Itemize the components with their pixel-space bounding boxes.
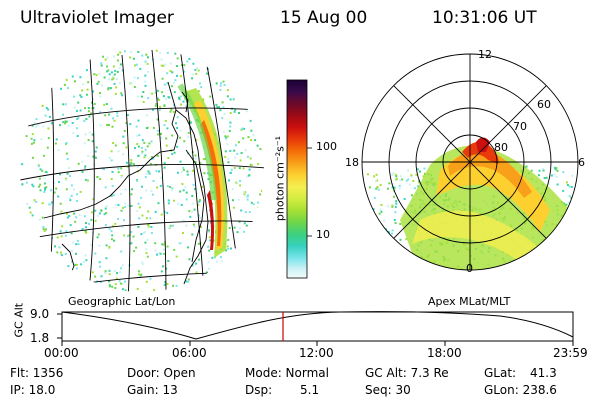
- mode-value: Mode: Normal: [245, 366, 329, 380]
- altitude-plot: [57, 311, 574, 346]
- ip-value: IP: 18.0: [10, 383, 56, 397]
- xtick-1200: 12:00: [299, 346, 334, 360]
- glat-label: GLat:: [484, 366, 517, 380]
- flight-number: Flt: 1356: [10, 366, 64, 380]
- door-status: Door: Open: [127, 366, 196, 380]
- instrument-title: Ultraviolet Imager: [20, 8, 174, 28]
- colorbar-unit-label: photon cm⁻²s⁻¹: [273, 135, 287, 222]
- glat-value: 41.3: [530, 366, 557, 380]
- date-label: 15 Aug 00: [280, 8, 368, 28]
- colorbar: [286, 79, 308, 279]
- gain-value: Gain: 13: [127, 383, 178, 397]
- lat-label-80: 80: [494, 141, 508, 154]
- sequence-number: Seq: 30: [365, 383, 411, 397]
- mlt-label-12: 12: [478, 48, 492, 61]
- dsp-value: 5.1: [300, 383, 320, 397]
- xtick-0600: 06:00: [172, 346, 207, 360]
- xtick-0000: 00:00: [44, 346, 79, 360]
- xtick-1800: 18:00: [427, 346, 462, 360]
- altitude-ylabel: GC Alt: [12, 302, 26, 338]
- mlt-label-6: 6: [578, 156, 585, 169]
- mlt-label-18: 18: [345, 156, 359, 169]
- geographic-image: [20, 48, 264, 292]
- lat-label-60: 60: [537, 98, 551, 111]
- altitude-ytick-top: 9.0: [30, 307, 50, 321]
- glon-value: GLon: 238.6: [484, 383, 557, 397]
- time-label: 10:31:06 UT: [432, 8, 537, 28]
- dsp-label: Dsp:: [245, 383, 273, 397]
- colorbar-tick-10: 10: [316, 228, 330, 241]
- lat-label-70: 70: [513, 120, 527, 133]
- gc-altitude: GC Alt: 7.3 Re: [365, 366, 449, 380]
- altitude-ytick-bottom: 1.8: [30, 331, 50, 345]
- geographic-projection-label: Geographic Lat/Lon: [68, 295, 176, 308]
- apex-projection-label: Apex MLat/MLT: [428, 295, 511, 308]
- colorbar-tick-100: 100: [316, 140, 337, 153]
- polar-grid: [361, 53, 579, 271]
- mlt-label-0: 0: [466, 262, 473, 275]
- xtick-2359: 23:59: [553, 346, 588, 360]
